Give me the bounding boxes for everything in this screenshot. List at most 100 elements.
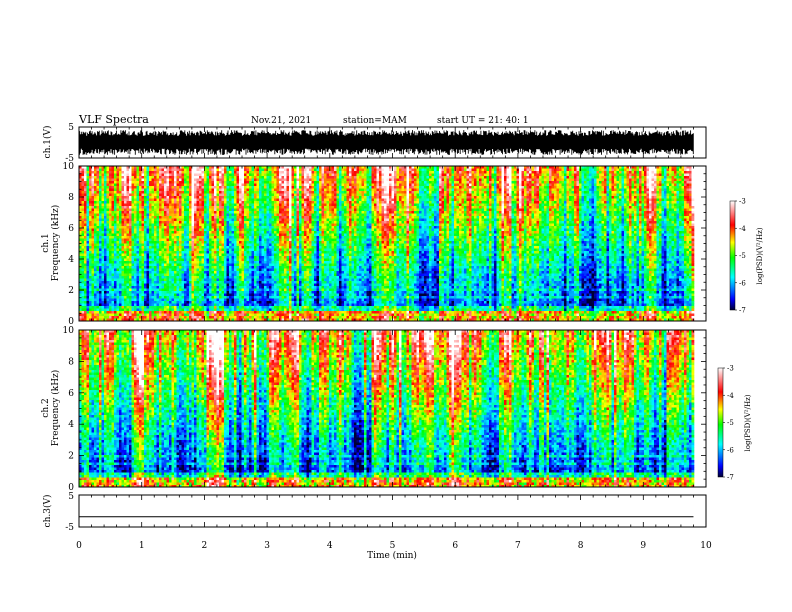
- spectrogram-cell: [249, 236, 252, 239]
- spectrogram-cell: [91, 291, 95, 294]
- spectrogram-cell: [176, 288, 180, 292]
- spectrogram-cell: [111, 243, 115, 247]
- spectrogram-cell: [166, 256, 170, 259]
- spectrogram-cell: [116, 203, 120, 207]
- spectrogram-cell: [114, 246, 117, 249]
- spectrogram-cell: [171, 188, 175, 192]
- spectrogram-cell: [149, 256, 152, 259]
- spectrogram-cell: [229, 226, 232, 229]
- spectrogram-cell: [241, 198, 245, 202]
- spectrogram-cell: [239, 248, 242, 252]
- spectrogram-cell: [191, 213, 195, 217]
- spectrogram-cell: [246, 196, 250, 199]
- spectrogram-cell: [249, 166, 252, 169]
- spectrogram-cell: [161, 183, 165, 187]
- spectrogram-cell: [121, 203, 125, 207]
- spectrogram-cell: [119, 231, 122, 234]
- spectrogram-cell: [146, 243, 150, 247]
- spectrogram-cell: [241, 246, 245, 249]
- spectrogram-cell: [186, 283, 190, 287]
- spectrogram-cell: [84, 246, 87, 249]
- spectrogram-cell: [246, 311, 250, 314]
- spectrogram-cell: [111, 183, 115, 187]
- spectrogram-cell: [246, 313, 250, 317]
- spectrogram-cell: [209, 263, 212, 267]
- spectrogram-cell: [184, 256, 187, 259]
- spectrogram-cell: [151, 181, 155, 184]
- spectrogram-cell: [121, 251, 125, 254]
- spectrogram-cell: [194, 243, 197, 247]
- spectrogram-cell: [236, 311, 240, 314]
- spectrogram-cell: [204, 166, 207, 169]
- spectrogram-cell: [189, 171, 192, 174]
- spectrogram-cell: [81, 316, 85, 319]
- spectrogram-cell: [131, 251, 135, 254]
- spectrogram-cell: [94, 303, 97, 307]
- spectrogram-cell: [251, 316, 255, 319]
- spectrogram-cell: [269, 238, 272, 242]
- spectrogram-cell: [196, 223, 200, 227]
- spectrogram-cell: [209, 253, 212, 257]
- spectrogram-cell: [186, 293, 190, 297]
- spectrogram-cell: [199, 193, 202, 197]
- spectrogram-cell: [166, 203, 170, 207]
- spectrogram-cell: [116, 188, 120, 192]
- spectrogram-cell: [196, 301, 200, 304]
- spectrogram-cell: [149, 318, 152, 321]
- spectrogram-cell: [154, 281, 157, 284]
- spectrogram-cell: [119, 233, 122, 237]
- spectrogram-cell: [249, 258, 252, 262]
- spectrogram-cell: [96, 276, 100, 279]
- spectrogram-cell: [139, 246, 142, 249]
- spectrogram-cell: [91, 238, 95, 242]
- spectrogram-cell: [249, 228, 252, 232]
- spectrogram-cell: [166, 296, 170, 299]
- spectrogram-cell: [259, 176, 262, 179]
- spectrogram-cell: [189, 233, 192, 237]
- spectrogram-cell: [144, 203, 147, 207]
- spectrogram-cell: [266, 168, 270, 172]
- spectrogram-cell: [169, 301, 172, 304]
- spectrogram-cell: [86, 288, 90, 292]
- spectrogram-cell: [139, 313, 142, 317]
- spectrogram-cell: [86, 271, 90, 274]
- spectrogram-cell: [154, 231, 157, 234]
- spectrogram-cell: [84, 251, 87, 254]
- spectrogram-cell: [114, 311, 117, 314]
- spectrogram-cell: [191, 311, 195, 314]
- spectrogram-cell: [214, 168, 217, 172]
- spectrogram-cell: [206, 298, 210, 302]
- spectrogram-cell: [191, 261, 195, 264]
- spectrogram-cell: [109, 253, 112, 257]
- spectrogram-cell: [89, 201, 92, 204]
- spectrogram-cell: [231, 313, 235, 317]
- spectrogram-cell: [169, 318, 172, 321]
- spectrogram-cell: [171, 263, 175, 267]
- spectrogram-cell: [139, 316, 142, 319]
- spectrogram-cell: [254, 281, 257, 284]
- spectrogram-cell: [166, 261, 170, 264]
- spectrogram-cell: [234, 193, 237, 197]
- spectrogram-cell: [244, 291, 247, 294]
- spectrogram-cell: [94, 273, 97, 277]
- spectrogram-cell: [241, 311, 245, 314]
- spectrogram-cell: [181, 228, 185, 232]
- spectrogram-cell: [179, 171, 182, 174]
- spectrogram-cell: [229, 206, 232, 209]
- spectrogram-cell: [129, 188, 132, 192]
- spectrogram-cell: [154, 258, 157, 262]
- spectrogram-cell: [219, 208, 222, 212]
- spectrogram-cell: [214, 198, 217, 202]
- spectrogram-cell: [261, 188, 265, 192]
- spectrogram-cell: [104, 166, 107, 169]
- spectrogram-cell: [201, 226, 205, 229]
- figure-title: VLF Spectra: [78, 113, 149, 126]
- spectrogram-cell: [174, 313, 177, 317]
- spectrogram-cell: [96, 193, 100, 197]
- spectrogram-cell: [156, 238, 160, 242]
- spectrogram-cell: [266, 181, 270, 184]
- spectrogram-cell: [206, 198, 210, 202]
- spectrogram-cell: [226, 213, 230, 217]
- spectrogram-cell: [269, 211, 272, 214]
- spectrogram-cell: [206, 296, 210, 299]
